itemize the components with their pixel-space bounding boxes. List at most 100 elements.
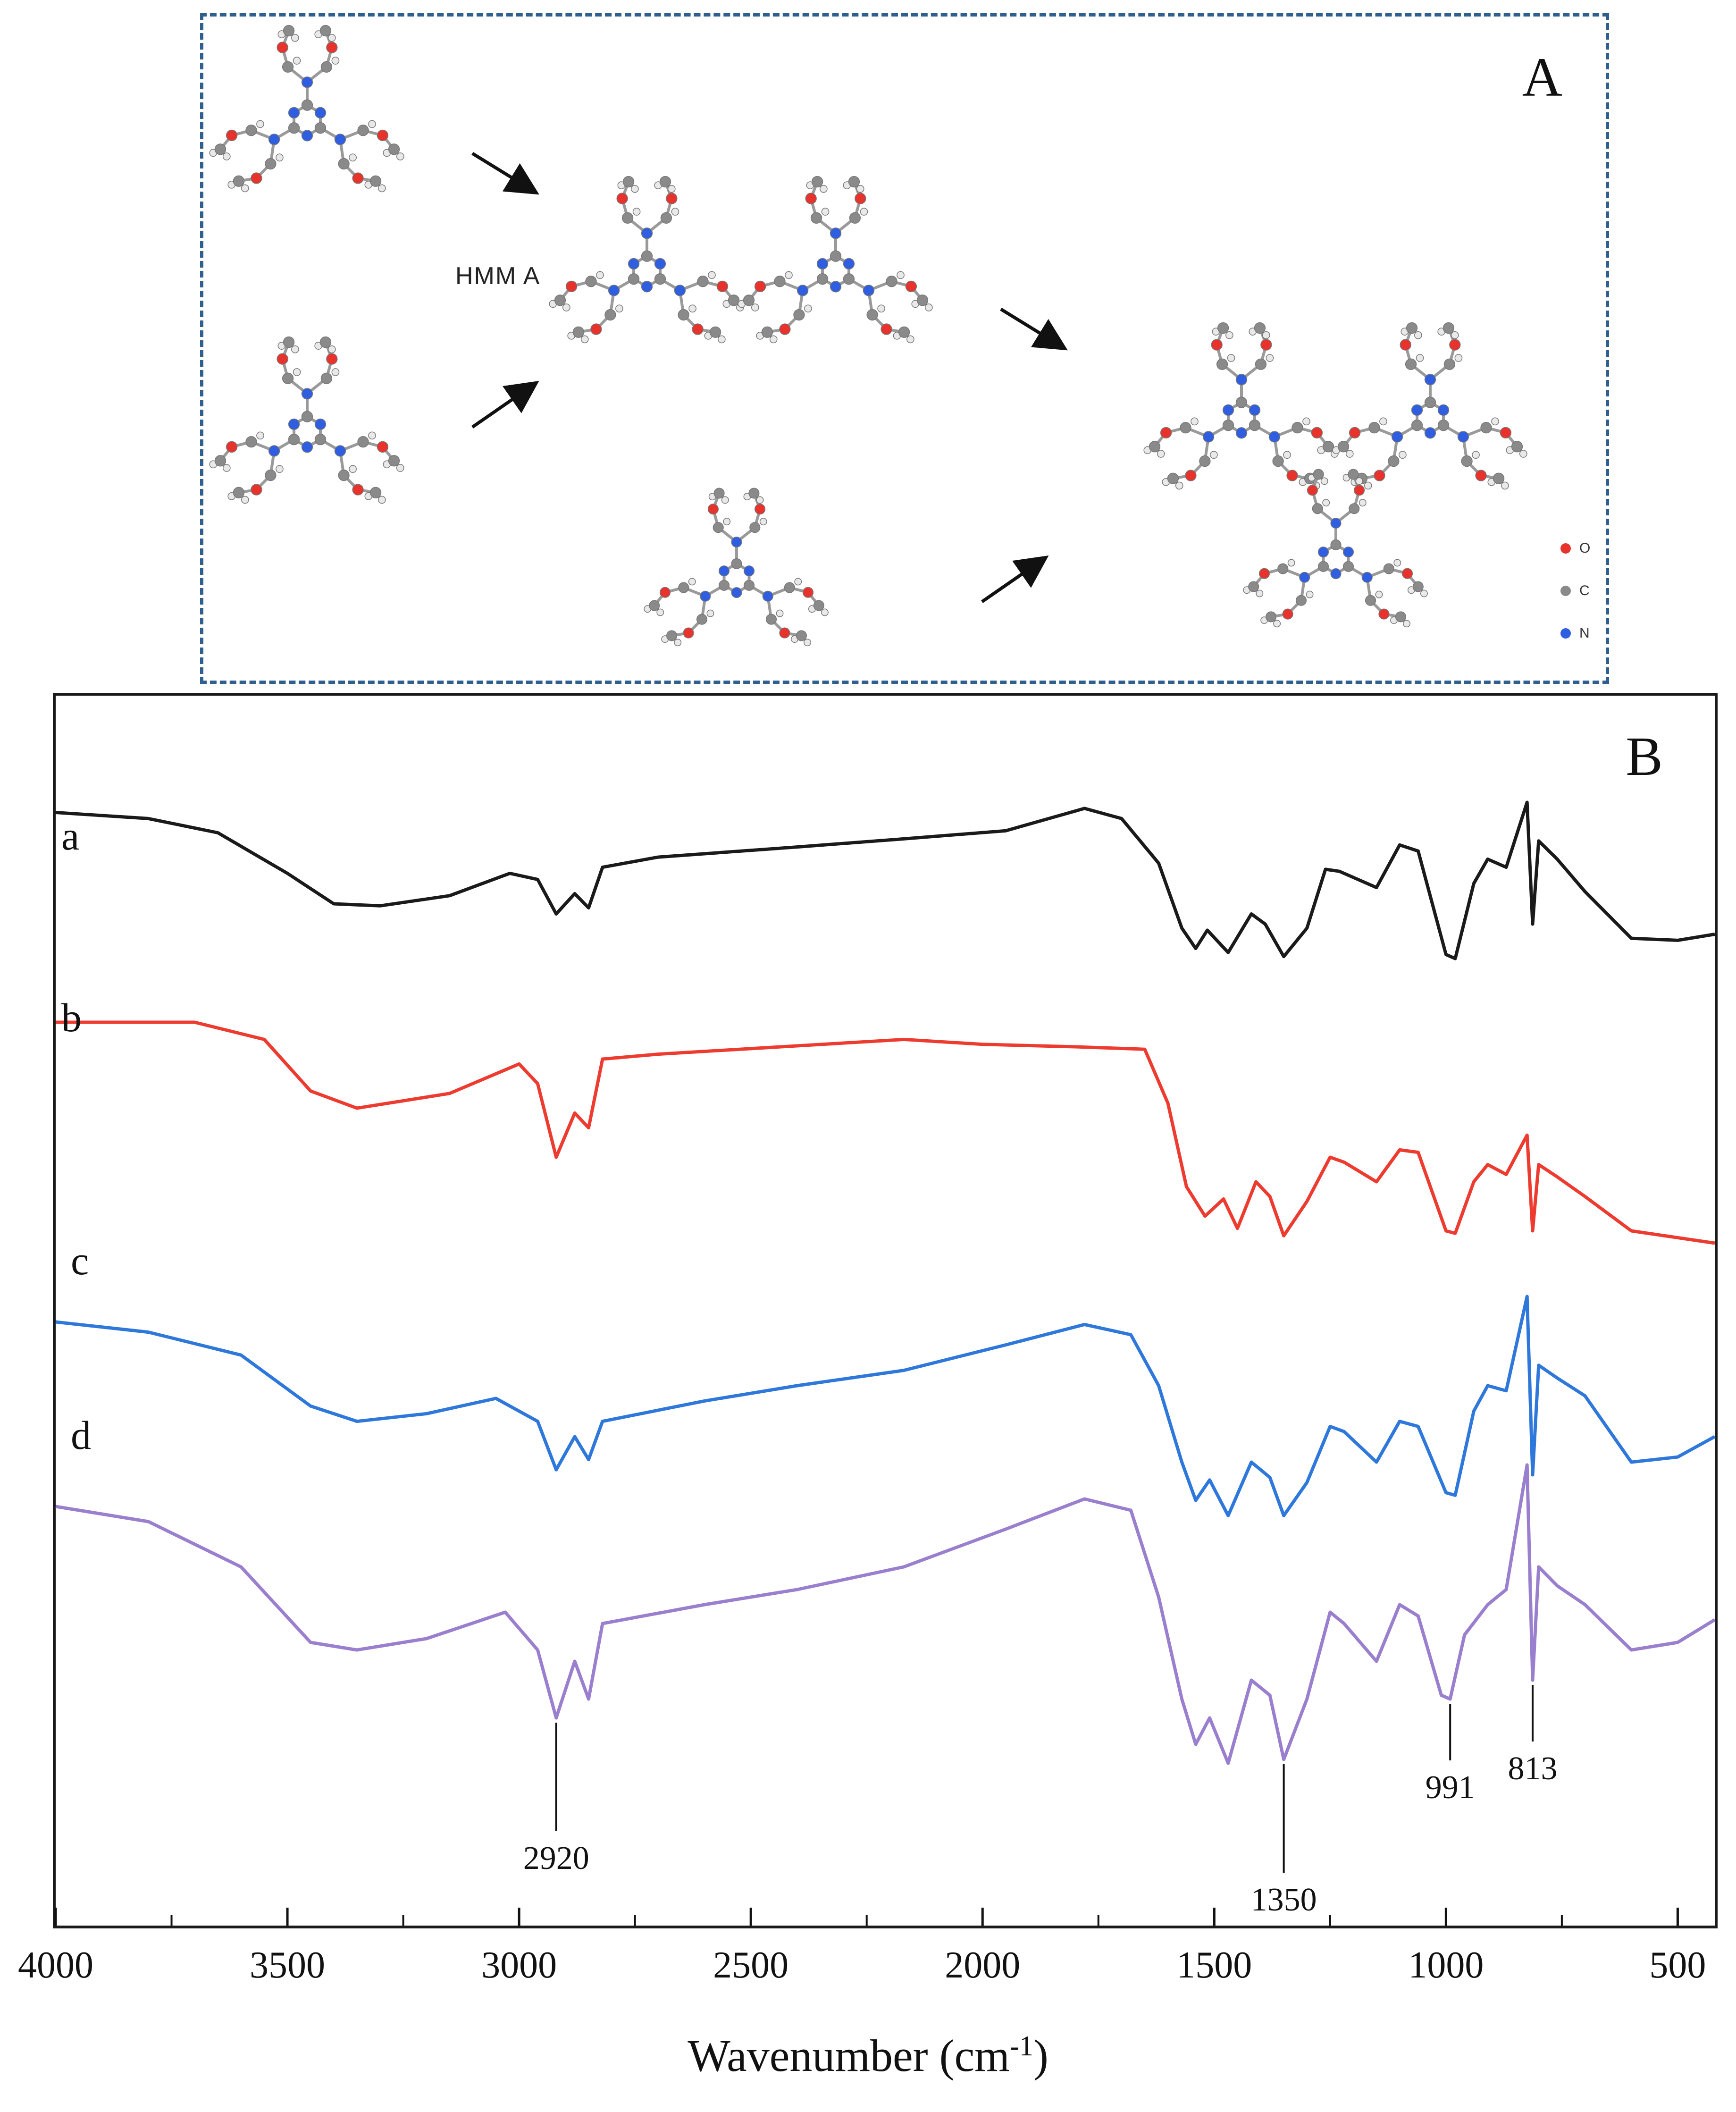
carbon-atom: [357, 125, 369, 136]
carbon-atom: [659, 176, 671, 188]
hydrogen-atom: [632, 208, 641, 216]
hydrogen-atom: [1454, 354, 1463, 362]
nitrogen-atom: [334, 445, 346, 457]
hydrogen-atom: [667, 185, 676, 193]
hydrogen-atom: [291, 34, 299, 42]
carbon-atom: [314, 122, 327, 134]
carbon-atom: [678, 582, 689, 593]
carbon-atom: [916, 295, 929, 306]
carbon-atom: [628, 273, 640, 285]
carbon-atom: [233, 487, 245, 498]
carbon-atom: [1349, 503, 1360, 514]
hydrogen-atom: [327, 34, 336, 42]
hydrogen-atom: [877, 304, 885, 313]
nitrogen-atom: [301, 76, 313, 88]
carbon-atom: [1199, 455, 1211, 467]
carbon-atom: [1480, 422, 1492, 434]
hydrogen-atom: [1345, 450, 1354, 458]
oxygen-atom: [1307, 485, 1318, 496]
hydrogen-atom: [241, 496, 249, 504]
nitrogen-atom: [797, 285, 809, 296]
nitrogen-atom: [1299, 572, 1310, 583]
series-line-a: [55, 800, 1715, 960]
carbon-atom: [774, 276, 786, 287]
reaction-arrow: [471, 152, 539, 195]
carbon-atom: [749, 522, 761, 533]
hydrogen-atom: [721, 496, 729, 504]
hydrogen-atom: [1266, 354, 1274, 362]
oxygen-atom: [377, 129, 389, 142]
carbon-atom: [1412, 581, 1424, 592]
oxygen-atom: [1260, 339, 1272, 351]
hydrogen-atom: [276, 153, 284, 162]
legend-dot-nitrogen: [1560, 628, 1571, 639]
oxygen-atom: [1401, 568, 1413, 579]
carbon-atom: [886, 276, 897, 287]
hydrogen-atom: [1283, 451, 1291, 459]
nitrogen-atom: [628, 258, 640, 269]
carbon-atom: [728, 295, 740, 306]
series-label-a: a: [61, 813, 79, 858]
oxygen-atom: [1286, 470, 1298, 481]
oxygen-atom: [226, 441, 238, 453]
panel-letter-b: B: [1626, 725, 1663, 787]
nitrogen-atom: [731, 536, 742, 548]
carbon-atom: [320, 61, 333, 73]
hydrogen-atom: [821, 608, 829, 616]
hydrogen-atom: [1302, 417, 1310, 426]
series-line-b: [56, 1020, 1715, 1245]
nitrogen-atom: [334, 134, 346, 145]
hydrogen-atom: [1375, 590, 1383, 598]
hydrogen-atom: [1322, 499, 1330, 507]
hydrogen-atom: [751, 303, 759, 311]
hydrogen-atom: [706, 609, 714, 617]
hydrogen-atom: [331, 57, 340, 65]
carbon-atom: [282, 61, 294, 73]
oxygen-atom: [326, 42, 338, 53]
oxygen-atom: [277, 353, 288, 365]
reaction-arrow: [1000, 308, 1068, 351]
x-axis-title-text: Wavenumber (cm: [688, 2030, 1010, 2081]
hydrogen-atom: [396, 464, 404, 472]
carbon-atom: [1217, 322, 1229, 334]
nitrogen-atom: [1235, 427, 1248, 439]
carbon-atom: [1395, 611, 1406, 623]
oxygen-atom: [779, 323, 791, 335]
carbon-atom: [283, 25, 295, 37]
oxygen-atom: [1400, 339, 1411, 351]
carbon-atom: [245, 125, 257, 136]
carbon-atom: [793, 309, 805, 321]
hydrogen-atom: [1175, 481, 1183, 490]
carbon-atom: [709, 326, 721, 338]
hydrogen-atom: [1273, 620, 1281, 628]
carbon-atom: [265, 469, 277, 481]
series-label-d: d: [71, 1413, 91, 1458]
carbon-atom: [830, 250, 842, 262]
carbon-atom: [718, 580, 730, 591]
carbon-atom: [1406, 322, 1418, 334]
hydrogen-atom: [718, 335, 726, 344]
oxygen-atom: [565, 280, 578, 293]
nitrogen-atom: [816, 258, 829, 269]
carbon-atom: [748, 488, 760, 499]
carbon-atom: [369, 487, 382, 498]
carbon-atom: [369, 175, 382, 187]
hydrogen-atom: [924, 303, 933, 311]
hydrogen-atom: [1416, 354, 1424, 362]
nitrogen-atom: [830, 281, 842, 293]
carbon-atom: [554, 295, 566, 306]
hydrogen-atom: [1359, 499, 1367, 507]
hydrogen-atom: [804, 639, 811, 647]
hydrogen-atom: [821, 208, 830, 216]
nitrogen-atom: [1222, 404, 1234, 416]
oxygen-atom: [352, 172, 364, 184]
hydrogen-atom: [860, 208, 868, 216]
legend-dot-carbon: [1560, 586, 1571, 596]
carbon-atom: [761, 326, 773, 338]
oxygen-atom: [377, 441, 389, 453]
carbon-atom: [622, 176, 635, 188]
nitrogen-atom: [288, 107, 300, 119]
hydrogen-atom: [1191, 417, 1199, 426]
oxygen-atom: [1449, 339, 1461, 351]
